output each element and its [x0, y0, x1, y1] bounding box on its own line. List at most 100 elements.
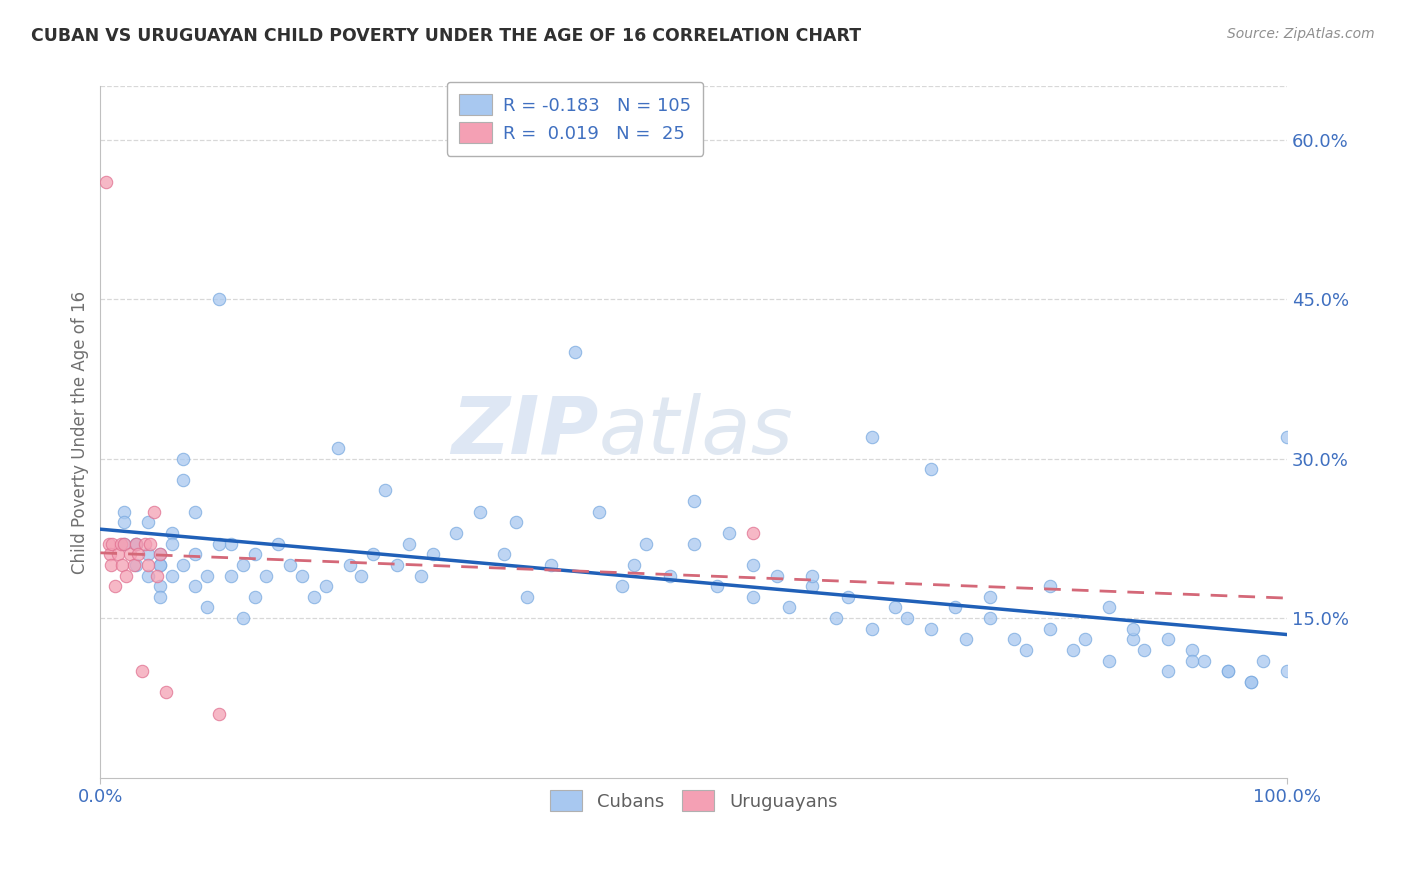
Point — [682, 494, 704, 508]
Point — [112, 536, 135, 550]
Point — [1216, 664, 1239, 678]
Point — [160, 526, 183, 541]
Point — [131, 664, 153, 678]
Point — [208, 536, 231, 550]
Point — [98, 547, 121, 561]
Point — [1122, 622, 1144, 636]
Point — [398, 536, 420, 550]
Point — [505, 516, 527, 530]
Point — [361, 547, 384, 561]
Point — [1275, 664, 1298, 678]
Point — [136, 568, 159, 582]
Point — [1038, 622, 1060, 636]
Point — [195, 600, 218, 615]
Point — [219, 536, 242, 550]
Point — [118, 547, 141, 561]
Point — [149, 579, 172, 593]
Point — [184, 579, 207, 593]
Point — [801, 568, 824, 582]
Point — [955, 632, 977, 647]
Point — [422, 547, 444, 561]
Point — [155, 685, 177, 699]
Point — [468, 505, 491, 519]
Point — [219, 568, 242, 582]
Point — [315, 579, 337, 593]
Point — [1133, 643, 1156, 657]
Point — [860, 430, 883, 444]
Text: CUBAN VS URUGUAYAN CHILD POVERTY UNDER THE AGE OF 16 CORRELATION CHART: CUBAN VS URUGUAYAN CHILD POVERTY UNDER T… — [31, 27, 860, 45]
Point — [326, 441, 349, 455]
Y-axis label: Child Poverty Under the Age of 16: Child Poverty Under the Age of 16 — [72, 291, 89, 574]
Point — [208, 706, 231, 721]
Point — [1192, 654, 1215, 668]
Point — [115, 568, 138, 582]
Point — [149, 558, 172, 572]
Point — [291, 568, 314, 582]
Point — [1240, 674, 1263, 689]
Point — [765, 568, 787, 582]
Point — [195, 568, 218, 582]
Point — [107, 547, 129, 561]
Point — [612, 579, 634, 593]
Point — [103, 579, 125, 593]
Point — [385, 558, 408, 572]
Point — [1275, 430, 1298, 444]
Point — [160, 536, 183, 550]
Point — [149, 547, 172, 561]
Point — [149, 590, 172, 604]
Point — [742, 558, 765, 572]
Point — [658, 568, 681, 582]
Point — [943, 600, 966, 615]
Point — [96, 175, 118, 189]
Point — [243, 590, 266, 604]
Point — [232, 611, 254, 625]
Point — [884, 600, 907, 615]
Point — [160, 568, 183, 582]
Point — [409, 568, 432, 582]
Point — [302, 590, 325, 604]
Point — [139, 536, 162, 550]
Point — [122, 558, 145, 572]
Point — [149, 558, 172, 572]
Point — [516, 590, 538, 604]
Point — [1240, 674, 1263, 689]
Point — [860, 622, 883, 636]
Point — [1181, 654, 1204, 668]
Point — [149, 547, 172, 561]
Point — [742, 590, 765, 604]
Point — [742, 526, 765, 541]
Point — [256, 568, 278, 582]
Point — [339, 558, 361, 572]
Point — [623, 558, 645, 572]
Point — [778, 600, 800, 615]
Point — [125, 536, 148, 550]
Point — [492, 547, 515, 561]
Point — [100, 558, 122, 572]
Point — [1122, 632, 1144, 647]
Point — [127, 547, 149, 561]
Point — [1098, 600, 1121, 615]
Point — [1157, 632, 1180, 647]
Point — [374, 483, 396, 498]
Point — [146, 568, 169, 582]
Point — [111, 558, 134, 572]
Point — [112, 505, 135, 519]
Point — [1157, 664, 1180, 678]
Point — [112, 536, 135, 550]
Point — [706, 579, 728, 593]
Point — [110, 536, 132, 550]
Point — [896, 611, 918, 625]
Point — [540, 558, 562, 572]
Point — [1098, 654, 1121, 668]
Point — [801, 579, 824, 593]
Point — [564, 345, 586, 359]
Point — [837, 590, 859, 604]
Text: ZIP: ZIP — [451, 393, 599, 471]
Point — [1062, 643, 1084, 657]
Point — [1251, 654, 1274, 668]
Point — [718, 526, 741, 541]
Text: Source: ZipAtlas.com: Source: ZipAtlas.com — [1227, 27, 1375, 41]
Point — [920, 462, 942, 476]
Point — [1216, 664, 1239, 678]
Point — [243, 547, 266, 561]
